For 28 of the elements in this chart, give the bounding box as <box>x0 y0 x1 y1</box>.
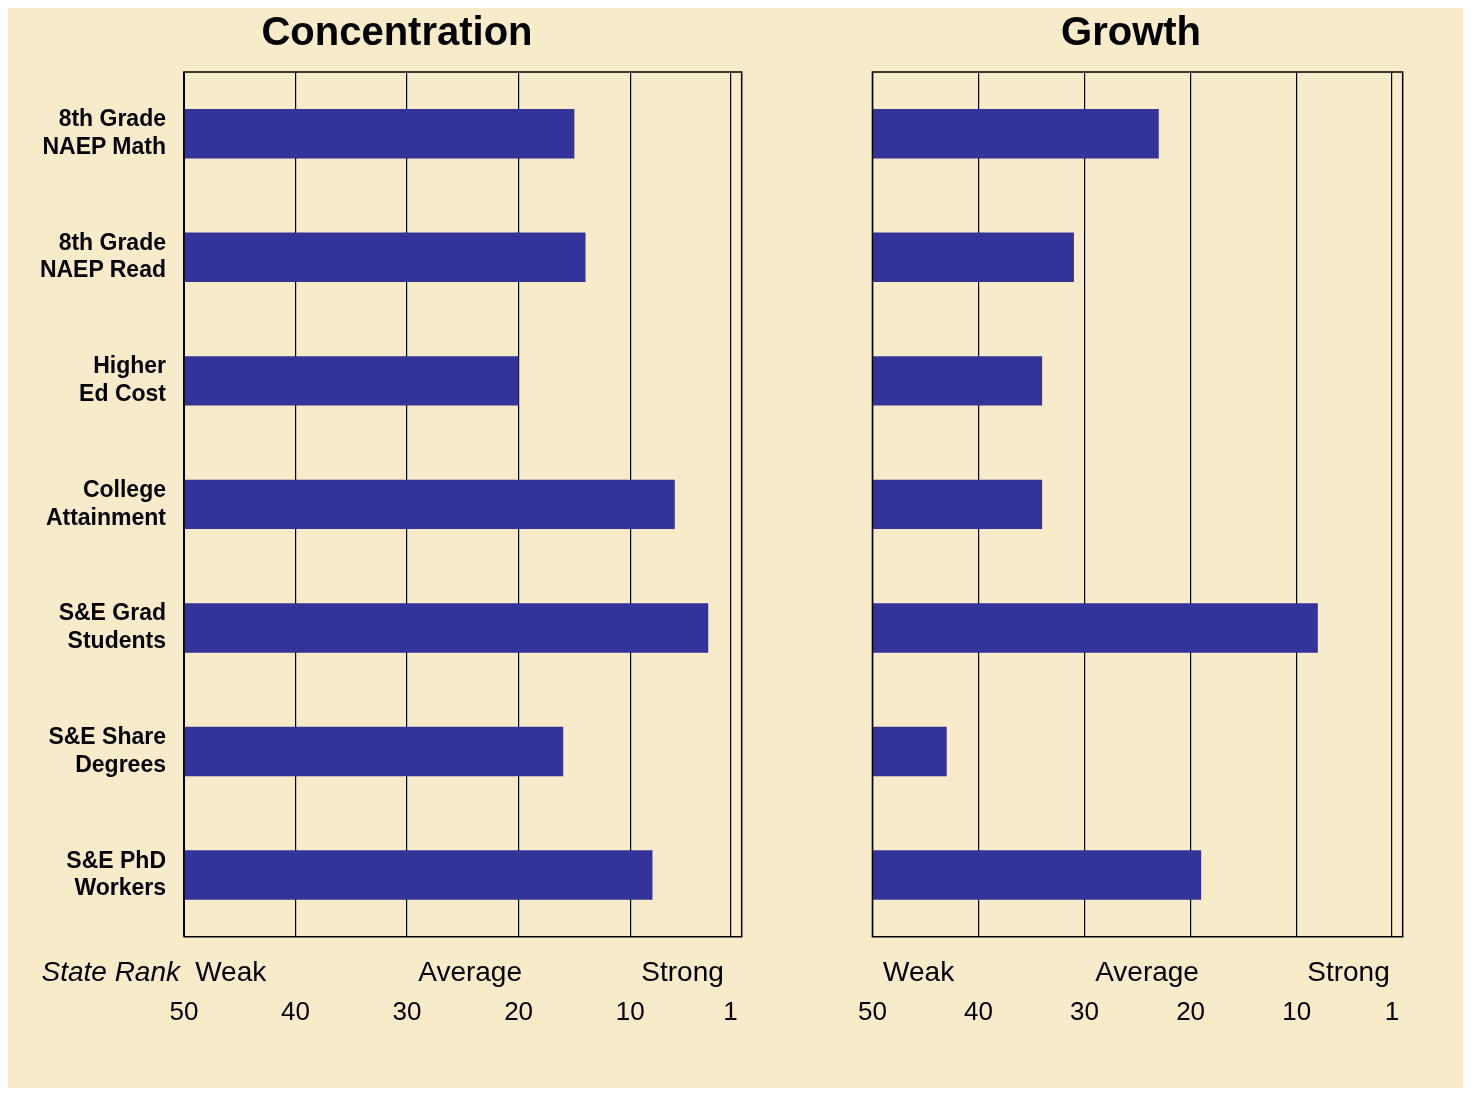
text: Strong <box>1307 955 1390 987</box>
x-tick-label: 30 <box>392 995 422 1026</box>
y-tick-label: Higher Ed Cost <box>79 352 167 406</box>
y-tick-label: S&E Share Degrees <box>48 723 166 777</box>
x-tick-label: 40 <box>964 995 993 1026</box>
x-tick-label: 10 <box>615 995 645 1026</box>
y-tick-label: S&E Grad Students <box>58 599 166 654</box>
text: Average <box>418 955 523 987</box>
x-tick-label: 50 <box>858 995 887 1026</box>
x-tick-label: 1 <box>1384 995 1400 1026</box>
text: Weak <box>883 955 956 987</box>
chart-title: Growth <box>1061 9 1201 54</box>
text: State Rank <box>41 955 182 987</box>
x-tick-label: 30 <box>1070 995 1099 1026</box>
text: Strong <box>641 955 724 987</box>
chart-title: Concentration <box>261 9 533 54</box>
y-tick-label: College Attainment <box>45 475 167 530</box>
x-tick-label: 40 <box>281 995 310 1026</box>
x-tick-label: 1 <box>723 995 738 1026</box>
y-tick-label: 8th Grade NAEP Math <box>42 105 166 159</box>
y-tick-label: 8th Grade NAEP Read <box>39 228 166 283</box>
text: Weak <box>195 955 268 987</box>
y-tick-label: S&E PhD Workers <box>66 846 166 901</box>
text: Average <box>1095 955 1199 987</box>
x-tick-label: 10 <box>1282 995 1312 1026</box>
x-tick-label: 20 <box>504 995 534 1026</box>
x-tick-label: 20 <box>1176 995 1206 1026</box>
x-tick-label: 50 <box>169 995 199 1026</box>
